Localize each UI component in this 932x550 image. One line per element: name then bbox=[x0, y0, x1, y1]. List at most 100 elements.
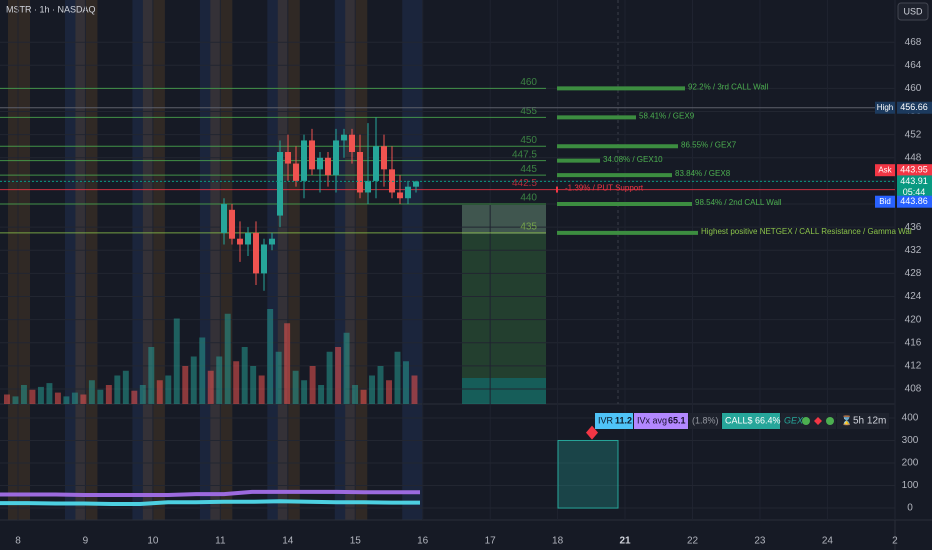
price-tag: 443.91 bbox=[900, 176, 928, 186]
volume-bar bbox=[224, 313, 231, 404]
projection-top bbox=[462, 205, 546, 234]
y-tick-label: 424 bbox=[905, 291, 922, 302]
level-label: 440 bbox=[520, 193, 537, 204]
tag-label-bg bbox=[875, 164, 895, 177]
volume-bar bbox=[284, 323, 291, 404]
volume-bar bbox=[207, 370, 214, 404]
volume-bar bbox=[275, 351, 282, 404]
x-tick-label: 8 bbox=[15, 536, 21, 547]
candle-body bbox=[277, 152, 283, 216]
y-tick-label: 428 bbox=[905, 268, 922, 279]
volume-bar bbox=[326, 351, 333, 404]
volume-bar bbox=[12, 396, 19, 404]
chip-bg bbox=[689, 413, 721, 429]
volume-bar bbox=[29, 389, 36, 404]
x-tick-label: 22 bbox=[687, 536, 699, 547]
volume-bar bbox=[267, 309, 274, 404]
projection-box bbox=[462, 205, 546, 404]
ivx-value: 65.1 bbox=[668, 415, 686, 425]
x-tick-label: 10 bbox=[147, 536, 159, 547]
candle-body bbox=[349, 134, 355, 153]
y-tick-label: 452 bbox=[905, 129, 922, 140]
chip-bg bbox=[837, 413, 889, 429]
volume-bar bbox=[233, 361, 240, 404]
volume-bar bbox=[309, 366, 316, 404]
volume-bar bbox=[114, 375, 121, 404]
volume-bar bbox=[71, 392, 78, 404]
level-note: 34.08% / GEX10 bbox=[603, 155, 663, 164]
volume-bar bbox=[292, 370, 299, 404]
chip-bg bbox=[634, 413, 688, 429]
y2-tick-label: 400 bbox=[902, 413, 919, 424]
volume-bar bbox=[131, 390, 138, 404]
currency-button[interactable] bbox=[897, 2, 929, 21]
gex-diamond bbox=[814, 417, 822, 425]
level-label: 460 bbox=[520, 77, 537, 88]
volume-bar bbox=[148, 347, 155, 404]
x-tick-label: 15 bbox=[350, 536, 362, 547]
volume-bar bbox=[335, 347, 342, 404]
candle-body bbox=[413, 181, 419, 187]
tag-label: Ask bbox=[878, 165, 892, 174]
x-tick-label: 2 bbox=[892, 536, 898, 547]
volume-bar bbox=[122, 370, 129, 404]
volume-bar bbox=[352, 385, 359, 404]
level-label: 445 bbox=[520, 164, 537, 175]
session-band bbox=[8, 0, 30, 520]
y-tick-label: 432 bbox=[905, 245, 922, 256]
gex-dot bbox=[802, 417, 810, 425]
y-tick-label: 468 bbox=[905, 37, 922, 48]
y-tick-label: 448 bbox=[905, 152, 922, 163]
level-note: 92.2% / 3rd CALL Wall bbox=[688, 83, 769, 92]
volume-bar bbox=[156, 380, 163, 404]
y-tick-label: 416 bbox=[905, 337, 922, 348]
level-note: Highest positive NETGEX / CALL Resistanc… bbox=[701, 227, 912, 236]
candle-body bbox=[229, 209, 235, 239]
y-tick-label: 408 bbox=[905, 384, 922, 395]
volume-bar bbox=[4, 394, 10, 404]
volume-bar bbox=[377, 366, 384, 404]
x-tick-label: 9 bbox=[83, 536, 89, 547]
currency[interactable]: USD bbox=[903, 6, 923, 16]
x-tick-label: 16 bbox=[417, 536, 429, 547]
volume-bar bbox=[216, 356, 223, 404]
level-label: 442.5 bbox=[512, 178, 537, 189]
volume-bar bbox=[199, 337, 206, 404]
indicator-marker bbox=[586, 425, 598, 440]
ivr-label: IVR bbox=[598, 415, 614, 425]
level-label: 455 bbox=[520, 106, 537, 117]
x-tick-label: 21 bbox=[619, 536, 631, 547]
volume-bar bbox=[46, 383, 53, 404]
projection-bottom bbox=[462, 378, 546, 404]
candle-body bbox=[309, 140, 315, 170]
hourglass: ⌛ bbox=[841, 414, 852, 425]
session-band bbox=[65, 0, 85, 520]
level-marker bbox=[556, 186, 558, 193]
candle-body bbox=[405, 186, 411, 199]
volume-bar bbox=[165, 375, 172, 404]
volume-bar bbox=[105, 385, 112, 404]
candle-body bbox=[261, 244, 267, 274]
level-note: 58.41% / GEX9 bbox=[639, 111, 695, 120]
candle-body bbox=[373, 146, 379, 181]
candle-body bbox=[317, 157, 323, 170]
candle-body bbox=[301, 140, 307, 181]
volume-bar bbox=[241, 347, 248, 404]
session-band bbox=[142, 0, 165, 520]
session-bands bbox=[8, 0, 423, 520]
candle-body bbox=[397, 192, 403, 199]
time-left: 5h 12m bbox=[853, 416, 886, 427]
indicator-line bbox=[0, 499, 420, 507]
gex-label: GEX bbox=[784, 415, 804, 425]
ivx-label: IVx avg bbox=[637, 415, 667, 425]
candle-body bbox=[269, 238, 275, 245]
volume-bar bbox=[403, 361, 409, 404]
volume-bar bbox=[386, 380, 392, 404]
level-label: 447.5 bbox=[512, 149, 537, 160]
y-tick-label: 412 bbox=[905, 360, 922, 371]
volume-bar bbox=[97, 389, 104, 404]
volume-bar bbox=[37, 386, 44, 404]
chip-bg bbox=[595, 413, 633, 429]
level-note: 83.84% / GEX8 bbox=[675, 169, 731, 178]
